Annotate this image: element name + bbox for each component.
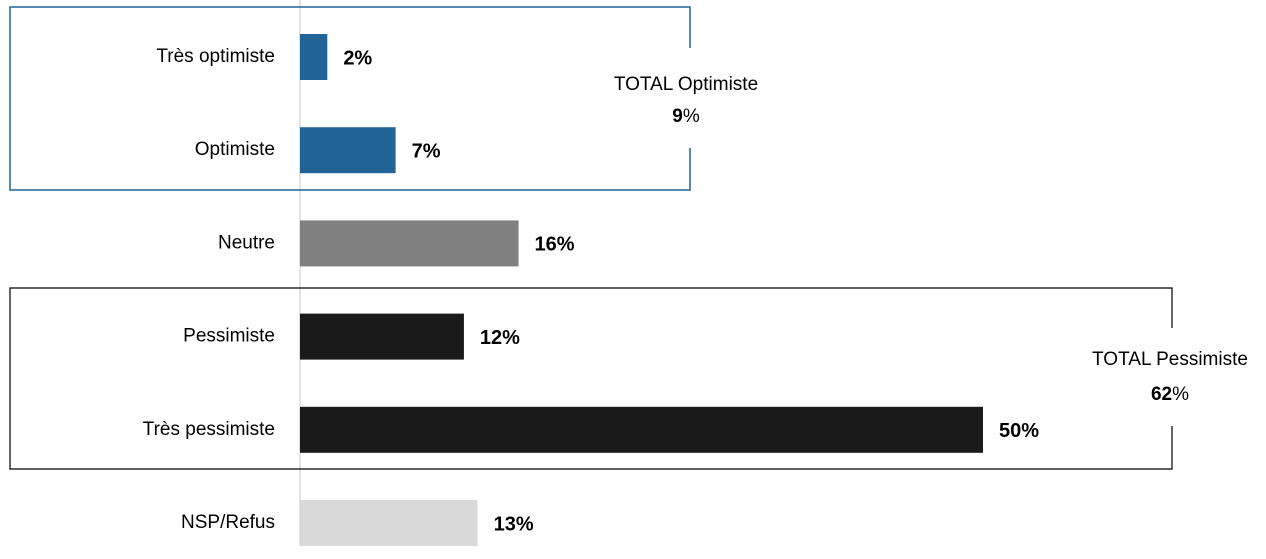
bar <box>300 127 396 174</box>
group-total: 62% <box>1151 384 1189 405</box>
group-total-unit: % <box>683 106 700 127</box>
group-label: TOTAL Pessimiste <box>1092 349 1248 370</box>
group-label: TOTAL Optimiste <box>614 74 758 95</box>
value-label: 13% <box>494 513 534 535</box>
group-total-value: 62 <box>1151 384 1172 405</box>
group-box <box>9 6 691 191</box>
group-total-value: 9 <box>672 106 683 127</box>
bar <box>300 34 328 80</box>
value-label: 2% <box>343 47 372 69</box>
bar <box>300 500 478 546</box>
category-label: Très pessimiste <box>143 419 275 440</box>
value-label: 50% <box>999 420 1039 442</box>
category-label: Optimiste <box>195 139 275 160</box>
value-label: 12% <box>480 327 520 349</box>
bar <box>300 313 464 360</box>
group-total: 9% <box>672 106 700 127</box>
category-label: Pessimiste <box>183 326 275 347</box>
group-box <box>9 287 1173 470</box>
bar <box>300 406 983 453</box>
category-label: Très optimiste <box>156 46 275 67</box>
value-label: 7% <box>412 140 441 162</box>
category-label: NSP/Refus <box>181 512 275 533</box>
value-label: 16% <box>535 234 575 256</box>
category-label: Neutre <box>218 232 275 253</box>
bar <box>300 220 519 267</box>
group-total-unit: % <box>1172 384 1189 405</box>
